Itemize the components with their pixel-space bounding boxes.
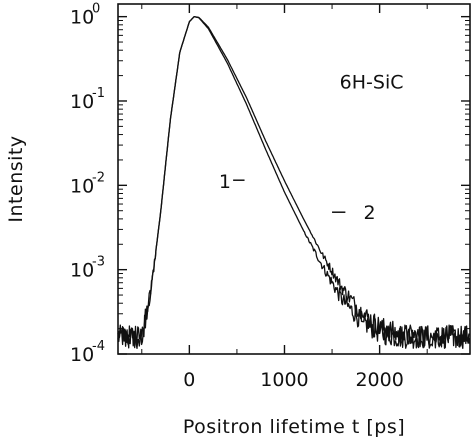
annotations: 6H-SiC 1 2 [219,72,404,225]
y-tick-label-3: 10 [70,260,94,282]
annotation-0: 6H-SiC [340,72,404,94]
y-tick-label-0: 10 [70,7,94,29]
x-axis-title: Positron lifetime t [ps] [183,416,405,438]
y-axis-title: Intensity [5,135,27,222]
x-tick-label-1: 1000 [260,369,308,391]
x-tick-label-0: 0 [183,369,195,391]
y-tick-exponent-4: -4 [92,339,105,354]
annotation-1: 1 [219,171,231,193]
y-tick-label-1: 10 [70,91,94,113]
y-tick-exponent-3: -3 [92,255,105,270]
y-tick-label-4: 10 [70,344,94,366]
series-layer [117,16,471,350]
x-tick-label-2: 2000 [355,369,403,391]
series-line-2 [117,16,471,350]
plot-frame [117,3,471,355]
annotation-2: 2 [363,202,375,224]
y-tick-label-2: 10 [70,175,94,197]
y-tick-exponent-1: -1 [92,86,105,101]
x-axis-ticks: 0 1000 2000 [141,4,428,391]
series-line-1 [117,16,471,350]
y-tick-exponent-2: -2 [92,170,105,185]
y-tick-exponent-0: 0 [92,2,100,17]
